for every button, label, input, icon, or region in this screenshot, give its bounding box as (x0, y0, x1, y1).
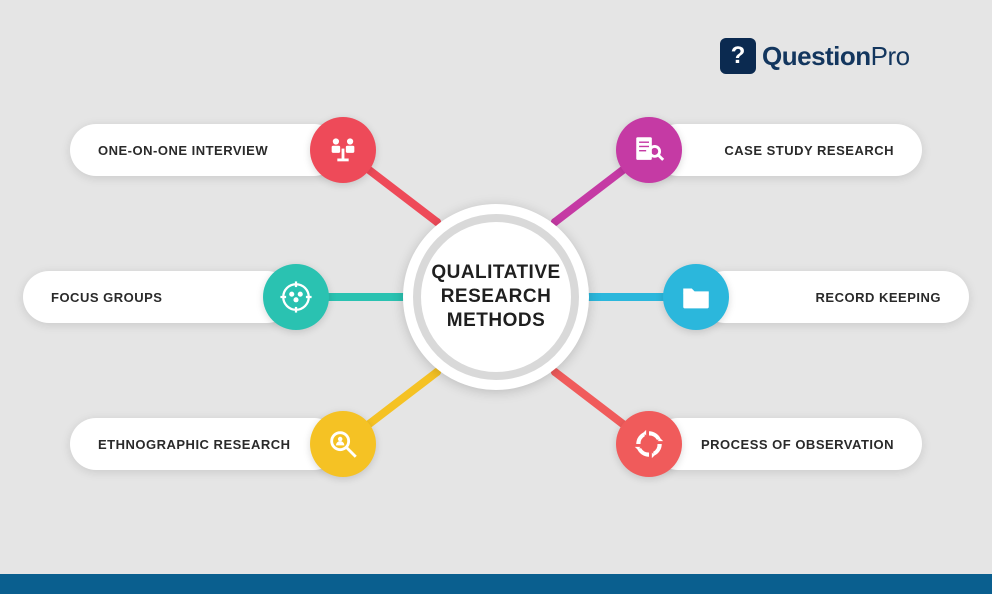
pill-label-focus_groups: FOCUS GROUPS (51, 290, 162, 305)
logo-mark-glyph: ? (731, 42, 746, 70)
center-hub: QUALITATIVE RESEARCH METHODS (403, 204, 589, 390)
pill-case_study: CASE STUDY RESEARCH (652, 124, 922, 176)
pill-label-record_keeping: RECORD KEEPING (816, 290, 941, 305)
logo-text: QuestionPro (762, 41, 910, 72)
logo-text-question: Question (762, 41, 871, 71)
footer-bar (0, 574, 992, 594)
center-title: QUALITATIVE RESEARCH METHODS (431, 261, 560, 332)
pill-observation: PROCESS OF OBSERVATION (652, 418, 922, 470)
pill-record_keeping: RECORD KEEPING (699, 271, 969, 323)
ethnographic-icon (310, 411, 376, 477)
pill-label-observation: PROCESS OF OBSERVATION (701, 437, 894, 452)
brand-logo: ? QuestionPro (720, 38, 910, 74)
logo-mark-icon: ? (720, 38, 756, 74)
pill-label-interview: ONE-ON-ONE INTERVIEW (98, 143, 268, 158)
record_keeping-icon (663, 264, 729, 330)
interview-icon (310, 117, 376, 183)
pill-ethnographic: ETHNOGRAPHIC RESEARCH (70, 418, 340, 470)
observation-icon (616, 411, 682, 477)
logo-text-pro: Pro (871, 41, 910, 71)
pill-interview: ONE-ON-ONE INTERVIEW (70, 124, 340, 176)
pill-focus_groups: FOCUS GROUPS (23, 271, 293, 323)
pill-label-case_study: CASE STUDY RESEARCH (724, 143, 894, 158)
focus_groups-icon (263, 264, 329, 330)
case_study-icon (616, 117, 682, 183)
pill-label-ethnographic: ETHNOGRAPHIC RESEARCH (98, 437, 291, 452)
infographic-canvas: ONE-ON-ONE INTERVIEW FOCUS GROUPS ETHNOGRA… (0, 0, 992, 594)
